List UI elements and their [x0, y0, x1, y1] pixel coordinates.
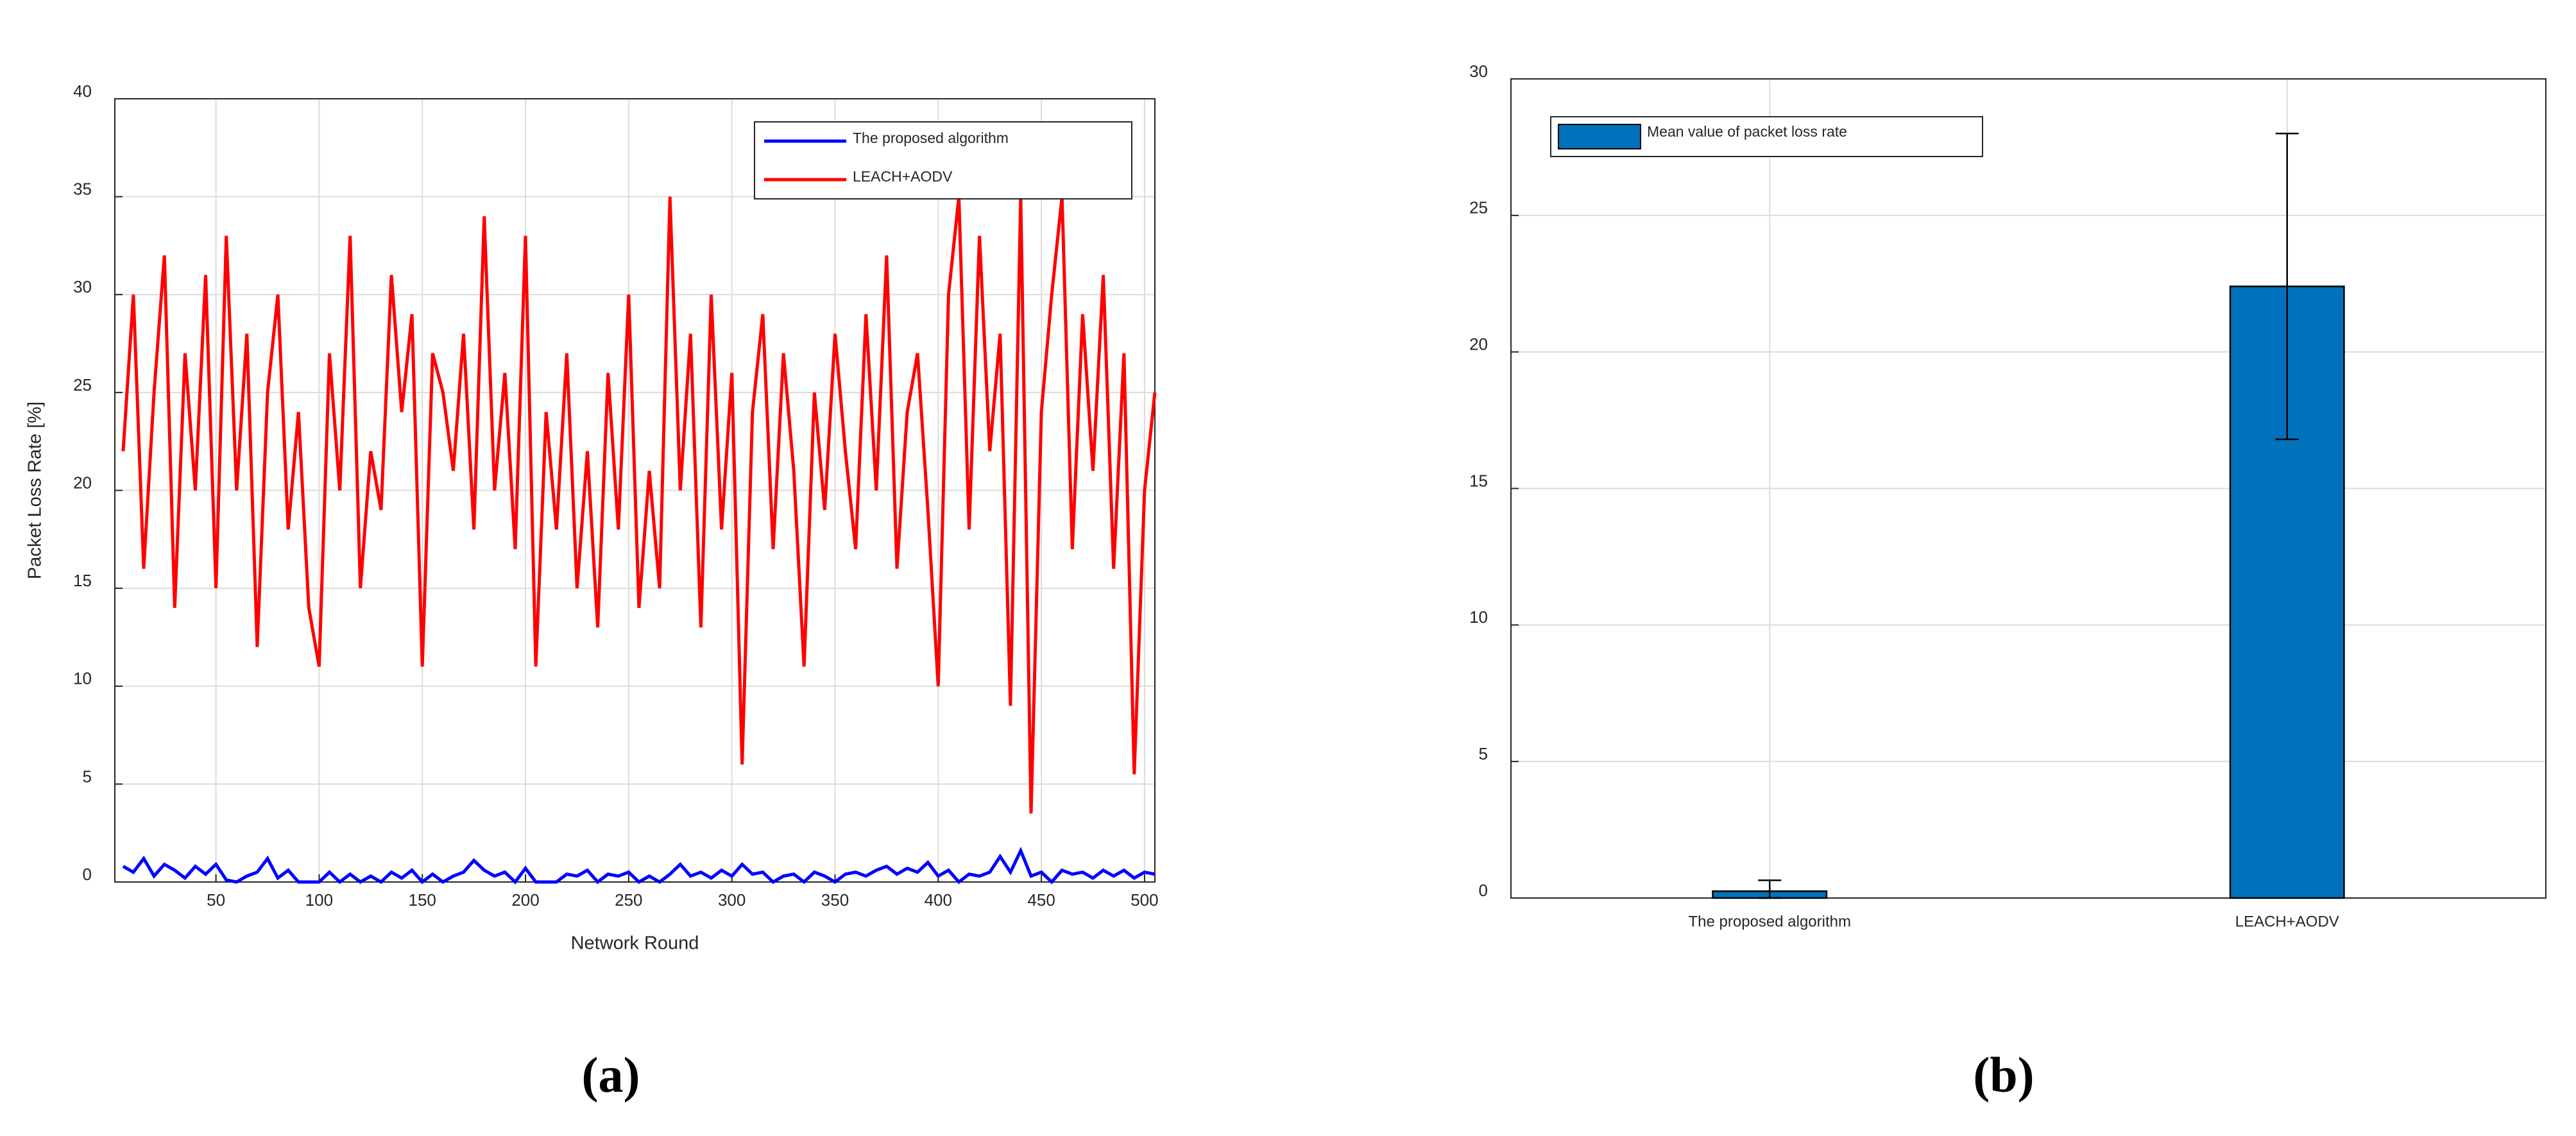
y-tick-label: 0 [1479, 881, 1488, 900]
data-line [121, 196, 1157, 814]
x-tick-label: 200 [511, 890, 539, 910]
legend-label: The proposed algorithm [853, 130, 1009, 146]
axes-box [1510, 78, 2546, 899]
x-tick-label: 150 [409, 890, 436, 910]
x-tick-label: 450 [1027, 890, 1055, 910]
x-tick-label: 500 [1130, 890, 1158, 910]
axes-box [114, 98, 1156, 883]
y-tick-label: 15 [73, 571, 92, 590]
error-bar [2275, 132, 2299, 441]
x-tick-label: 300 [718, 890, 746, 910]
x-tick-label: LEACH+AODV [2235, 913, 2339, 930]
y-tick-label: 20 [1469, 335, 1488, 354]
y-tick-label: 30 [1469, 62, 1488, 81]
y-tick-label: 30 [73, 277, 92, 296]
y-tick-label: 35 [73, 180, 92, 199]
legend-box [754, 121, 1132, 199]
y-tick-label: 0 [83, 865, 92, 884]
x-tick-label: 350 [821, 890, 849, 910]
legend-label: Mean value of packet loss rate [1647, 123, 1847, 140]
x-tick-label: 100 [305, 890, 333, 910]
caption: (b) [1973, 1047, 2034, 1103]
y-tick-label: 25 [73, 375, 92, 394]
x-tick-label: 250 [615, 890, 642, 910]
error-bar [1758, 879, 1782, 899]
y-tick-label: 10 [73, 669, 92, 688]
y-tick-label: 20 [73, 473, 92, 492]
y-tick-label: 5 [83, 767, 92, 786]
y-axis-label: Packet Loss Rate [%] [25, 402, 46, 579]
y-tick-label: 15 [1469, 471, 1488, 490]
caption: (a) [582, 1047, 640, 1103]
y-tick-label: 5 [1479, 744, 1488, 763]
legend-swatch [1558, 124, 1641, 149]
y-tick-label: 10 [1469, 607, 1488, 627]
y-tick-label: 25 [1469, 198, 1488, 217]
x-tick-label: 400 [925, 890, 952, 910]
x-tick-label: The proposed algorithm [1689, 913, 1851, 930]
x-tick-label: 50 [207, 890, 225, 910]
y-tick-label: 40 [73, 81, 92, 101]
legend-label: LEACH+AODV [853, 168, 953, 185]
x-axis-label: Network Round [571, 933, 699, 954]
data-line [122, 847, 1156, 885]
